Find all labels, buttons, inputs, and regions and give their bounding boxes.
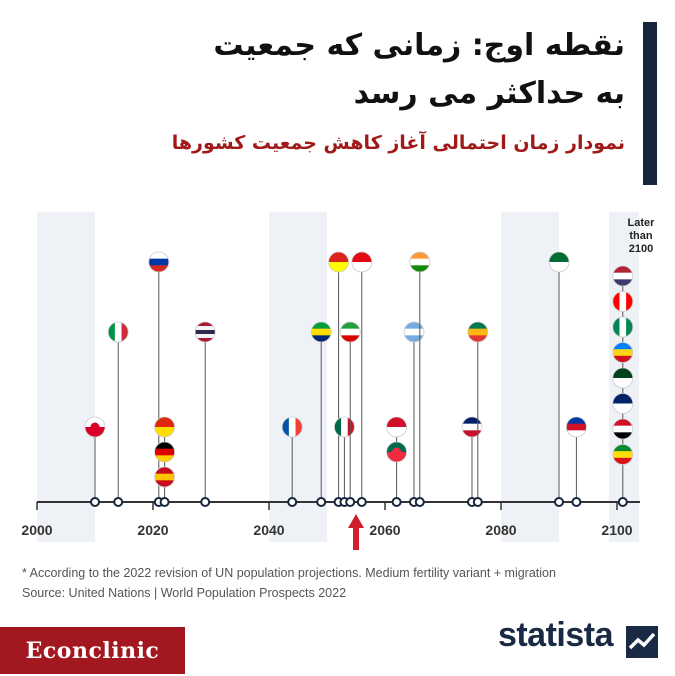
year-dot-italy — [113, 497, 124, 507]
flag-spain — [154, 466, 176, 488]
present-arrow-icon — [348, 514, 364, 550]
year-dot-japan — [90, 497, 100, 507]
later-than-2100-label: Later than 2100 — [628, 217, 656, 255]
decade-band — [37, 212, 95, 542]
year-dot-indonesia — [391, 497, 402, 507]
decade-band — [269, 212, 327, 542]
flag-saudi-arabia — [548, 251, 570, 273]
x-tick-label: 2020 — [137, 522, 168, 538]
flag-india — [409, 251, 431, 273]
statista-logo: statista — [497, 616, 614, 654]
flag-egypt — [612, 418, 634, 440]
flag-south-africa — [467, 321, 489, 343]
year-dot-philippines — [571, 497, 582, 507]
flag-pakistan — [612, 367, 634, 389]
flag-australia — [612, 393, 634, 414]
chart-title-line1: نقطه اوج: زمانی که جمعیت — [213, 28, 625, 63]
econclinic-logo: Econclinic — [0, 627, 185, 674]
flag-russia — [148, 251, 170, 273]
flag-china — [154, 416, 176, 438]
accent-bar — [643, 22, 657, 185]
flag-vietnam — [328, 251, 350, 273]
flag-usa — [612, 265, 634, 287]
flag-argentina — [403, 321, 425, 343]
year-dot-thailand — [200, 497, 211, 507]
flag-japan — [84, 416, 106, 438]
flag-france — [281, 416, 303, 438]
title-block: نقطه اوج: زمانی که جمعیت به حداکثر می رس… — [65, 22, 625, 154]
flag-mexico — [333, 416, 355, 438]
flag-uk — [461, 416, 483, 438]
year-dot-france — [287, 497, 298, 507]
year-dot-turkey — [356, 497, 367, 507]
decade-band — [501, 212, 559, 542]
year-dot-brazil — [316, 497, 327, 507]
x-tick-label: 2040 — [253, 522, 284, 538]
year-dot-iran — [345, 497, 356, 507]
flag-ethiopia — [612, 444, 634, 465]
flag-nigeria — [612, 316, 634, 338]
flag-dr-congo — [612, 342, 634, 363]
flag-bangladesh — [386, 441, 408, 463]
chart-subtitle: نمودار زمان احتمالی آغاز کاهش جمعیت کشور… — [171, 132, 625, 154]
x-tick-label: 2100 — [601, 522, 632, 538]
x-tick-label: 2060 — [369, 522, 400, 538]
flag-indonesia — [386, 416, 408, 438]
x-tick-label: 2000 — [21, 522, 52, 538]
chart-title-line2: به حداکثر می رسد — [353, 76, 625, 111]
flag-italy — [107, 321, 129, 343]
flag-thailand — [194, 321, 216, 343]
timeline-chart: 2000 2020 2040 2060 2080 2100 Later than 2100 — [21, 212, 656, 550]
flag-canada — [612, 291, 634, 312]
flag-iran — [339, 321, 361, 343]
flag-germany — [154, 441, 176, 463]
statista-logo-icon — [626, 626, 658, 658]
year-dot-later — [617, 497, 628, 507]
x-tick-label: 2080 — [485, 522, 516, 538]
footnote: * According to the 2022 revision of UN p… — [22, 566, 556, 580]
flag-turkey — [351, 251, 373, 273]
flag-brazil — [310, 321, 332, 343]
source-note: Source: United Nations | World Populatio… — [22, 586, 347, 600]
flag-philippines — [566, 416, 587, 438]
year-dot-south-africa — [472, 497, 483, 507]
year-dot-china — [159, 497, 170, 507]
year-dot-saudi-arabia — [554, 497, 564, 507]
year-dot-india — [414, 497, 425, 507]
